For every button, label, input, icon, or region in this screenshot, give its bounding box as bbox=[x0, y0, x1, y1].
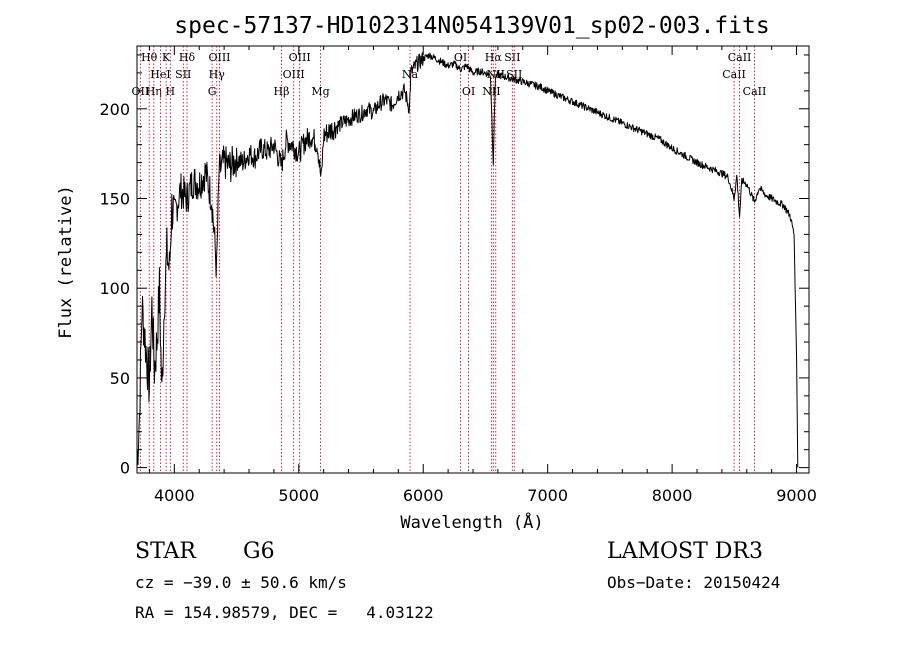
line-label-10: OIII bbox=[208, 51, 230, 64]
spectral-line-markers: OIIHθHηHeIKHSIIHδGHγOIIIHβOIIIOIIIMgNaOI… bbox=[132, 46, 767, 473]
line-label-17: OI bbox=[462, 85, 475, 98]
line-label-23: CaII bbox=[722, 68, 746, 81]
chart-title: spec-57137-HD102314N054139V01_sp02-003.f… bbox=[174, 13, 769, 39]
line-label-12: OIII bbox=[283, 68, 305, 81]
line-label-11: Hβ bbox=[274, 85, 290, 98]
redshift-value: cz = −39.0 ± 50.6 km/s bbox=[135, 573, 347, 592]
ra-dec-coordinates: RA = 154.98579, DEC = 4.03122 bbox=[135, 603, 434, 622]
line-label-9: Hγ bbox=[209, 68, 226, 81]
line-label-13: OIII bbox=[289, 51, 311, 64]
y-axis: 0 50 100 150 200 bbox=[99, 54, 809, 478]
y-tick-label-4: 200 bbox=[99, 100, 130, 119]
line-label-19: Hα bbox=[485, 51, 503, 64]
flux-line bbox=[136, 52, 799, 468]
line-label-5: H bbox=[166, 85, 176, 98]
x-tick-label-2: 6000 bbox=[403, 486, 444, 505]
flux-series bbox=[136, 52, 799, 468]
x-axis-label: Wavelength (Å) bbox=[400, 511, 543, 533]
observation-date: Obs−Date: 20150424 bbox=[607, 573, 781, 592]
line-label-4: K bbox=[162, 51, 171, 64]
y-tick-label-2: 100 bbox=[99, 279, 130, 298]
object-subclass: G6 bbox=[243, 539, 275, 564]
object-class: STAR bbox=[135, 539, 196, 564]
line-label-6: SII bbox=[175, 68, 191, 81]
line-label-7: Hδ bbox=[179, 51, 196, 64]
y-tick-label-3: 150 bbox=[99, 190, 130, 209]
line-label-24: CaII bbox=[728, 51, 752, 64]
x-tick-label-1: 5000 bbox=[278, 486, 319, 505]
x-axis: 4000 5000 6000 7000 8000 9000 bbox=[148, 46, 817, 505]
survey-name: LAMOST DR3 bbox=[607, 539, 763, 564]
x-tick-label-0: 4000 bbox=[154, 486, 195, 505]
line-label-21: SII bbox=[504, 51, 520, 64]
x-tick-label-3: 7000 bbox=[527, 486, 568, 505]
line-label-3: HeI bbox=[150, 68, 170, 81]
line-label-2: Hη bbox=[146, 85, 162, 98]
y-axis-label: Flux (relative) bbox=[56, 185, 76, 339]
line-label-1: Hθ bbox=[141, 51, 158, 64]
y-tick-label-1: 50 bbox=[110, 369, 130, 388]
line-label-0: OII bbox=[132, 85, 150, 98]
line-label-25: CaII bbox=[743, 85, 767, 98]
x-tick-label-4: 8000 bbox=[652, 486, 693, 505]
line-label-8: G bbox=[208, 85, 217, 98]
x-tick-label-5: 9000 bbox=[776, 486, 817, 505]
y-tick-label-0: 0 bbox=[120, 459, 130, 478]
line-label-14: Mg bbox=[311, 85, 329, 98]
line-label-16: OI bbox=[454, 51, 467, 64]
plot-frame bbox=[136, 45, 810, 474]
